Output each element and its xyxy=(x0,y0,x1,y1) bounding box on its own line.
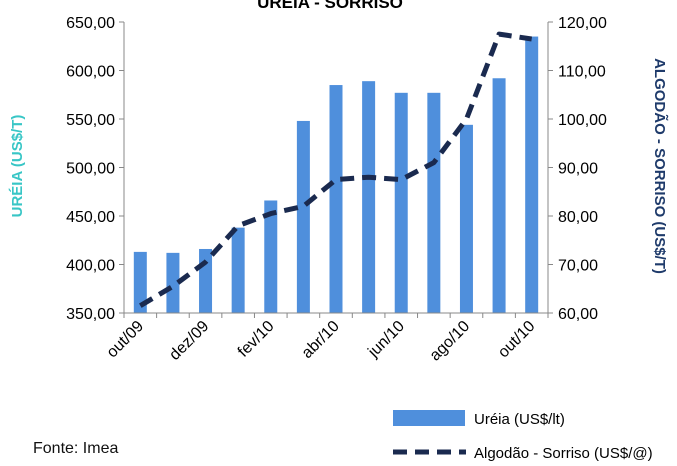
series-line-algodao xyxy=(139,31,533,308)
right-tick-label: 80,00 xyxy=(558,209,598,226)
right-tick-label: 100,00 xyxy=(558,112,607,129)
left-tick-label: 600,00 xyxy=(66,64,115,81)
bar-ureia xyxy=(264,200,278,313)
x-tick-label: fev/10 xyxy=(235,318,278,361)
chart-title: URÉIA - SORRISO xyxy=(257,0,403,12)
bar-ureia xyxy=(166,252,180,313)
bar-ureia xyxy=(525,36,539,314)
x-tick-label: ago/10 xyxy=(427,318,474,365)
bar-ureia xyxy=(394,92,408,313)
legend-swatch-bar xyxy=(393,410,465,426)
x-tick-label: jun/10 xyxy=(365,318,409,362)
x-tick-label: out/10 xyxy=(495,318,539,362)
left-tick-label: 500,00 xyxy=(66,161,115,178)
left-tick-label: 650,00 xyxy=(66,15,115,32)
legend-label-bar: Uréia (US$/lt) xyxy=(474,411,565,428)
right-tick-label: 70,00 xyxy=(558,258,598,275)
right-axis-label: ALGODÃO - SORRISO (US$/T) xyxy=(651,58,669,274)
bar-ureia xyxy=(362,81,376,313)
left-tick-label: 350,00 xyxy=(66,306,115,323)
right-tick-label: 120,00 xyxy=(558,15,607,32)
right-tick-label: 110,00 xyxy=(558,64,606,81)
x-tick-label: out/09 xyxy=(104,318,148,362)
left-axis-label: URÉIA (US$/T) xyxy=(9,115,26,218)
bar-ureia xyxy=(427,92,441,313)
legend-label-line: Algodão - Sorriso (US$/@) xyxy=(474,445,653,462)
left-tick-label: 550,00 xyxy=(66,112,115,129)
source-note: Fonte: Imea xyxy=(33,440,119,457)
bar-ureia xyxy=(459,124,473,313)
bar-ureia xyxy=(133,251,147,313)
bar-ureia xyxy=(296,120,310,313)
right-tick-label: 60,00 xyxy=(558,306,598,323)
right-tick-label: 90,00 xyxy=(558,161,598,178)
x-tick-label: dez/09 xyxy=(166,318,212,364)
x-tick-label: abr/10 xyxy=(299,318,343,362)
bar-ureia xyxy=(329,85,343,313)
left-tick-label: 450,00 xyxy=(66,209,115,226)
bar-ureia xyxy=(199,248,213,313)
bar-ureia xyxy=(492,78,506,313)
bar-ureia xyxy=(231,227,245,313)
left-tick-label: 400,00 xyxy=(66,258,115,275)
